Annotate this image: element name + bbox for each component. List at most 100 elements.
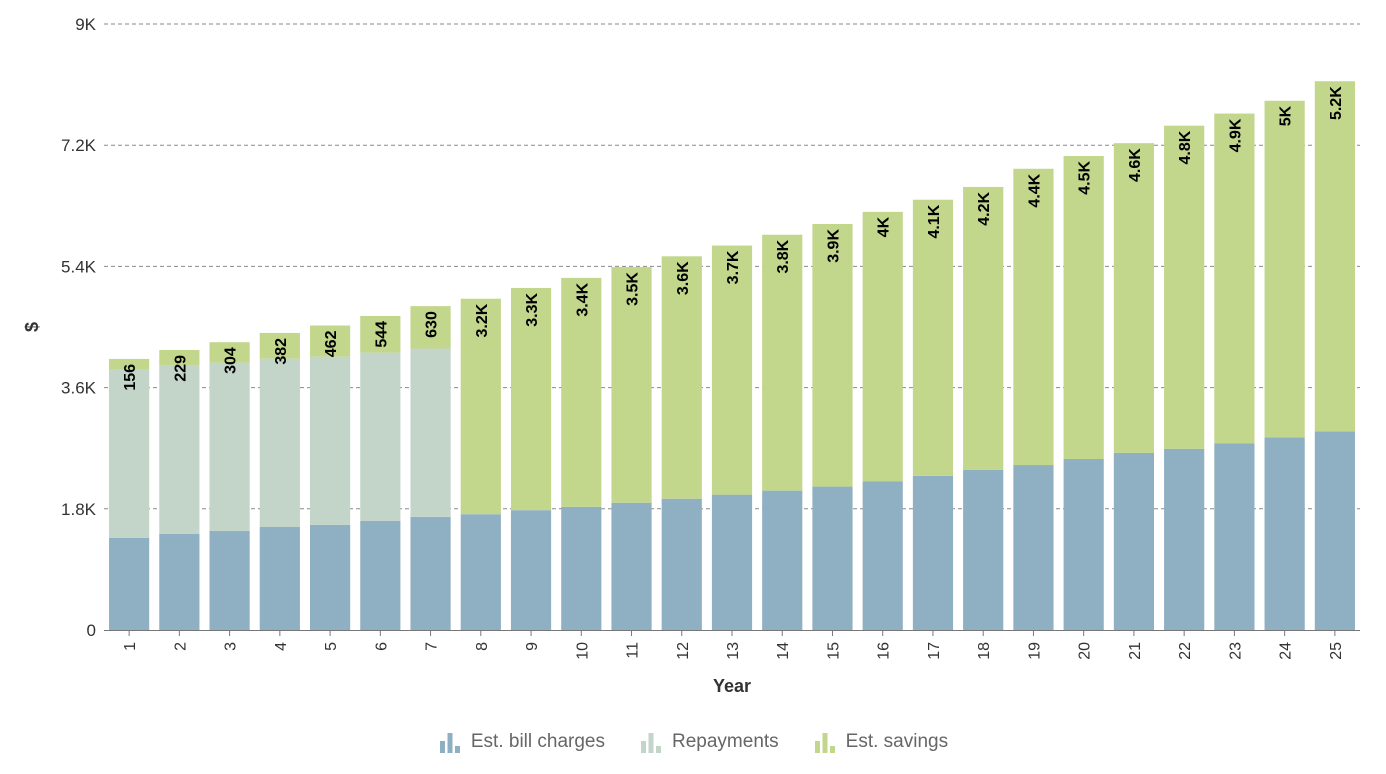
bar-segment xyxy=(1063,458,1104,630)
data-label: 544 xyxy=(373,321,390,348)
y-tick-label: 9K xyxy=(75,15,96,34)
data-label: 4.2K xyxy=(976,192,993,226)
legend-label: Est. savings xyxy=(845,731,949,752)
bar-segment xyxy=(762,234,803,491)
x-tick-label: 21 xyxy=(1127,642,1144,660)
bar-segment xyxy=(711,245,753,495)
y-axis-ticks: 0 1.8K 3.6K 5.4K 7.2K 9K xyxy=(61,15,97,640)
bar-segment xyxy=(1164,125,1205,449)
bar-segment xyxy=(1013,168,1054,466)
data-label: 4.1K xyxy=(926,204,943,238)
data-label: 3.2K xyxy=(474,303,491,337)
bar-segment xyxy=(812,486,853,630)
x-tick-label: 24 xyxy=(1278,642,1295,660)
bar-segment xyxy=(460,298,501,515)
bar-chart-icon xyxy=(814,733,835,753)
x-tick-label: 13 xyxy=(725,642,742,660)
bar-segment xyxy=(912,475,954,630)
x-tick-label: 15 xyxy=(825,642,842,660)
data-label: 4.5K xyxy=(1077,161,1094,195)
bar-segment xyxy=(209,342,250,363)
data-label: 3.7K xyxy=(725,250,742,284)
bar-segment xyxy=(1314,431,1355,630)
bar-segment xyxy=(109,369,150,538)
bar-segment xyxy=(1214,113,1255,444)
legend-label: Est. bill charges xyxy=(470,731,605,752)
bar-segment xyxy=(309,356,351,525)
legend-item[interactable]: Est. savings xyxy=(813,731,948,753)
bar-segment xyxy=(1013,465,1054,630)
bar-segment xyxy=(1063,155,1104,459)
bar-segment xyxy=(109,537,150,630)
bar-segment xyxy=(661,256,702,499)
bar-segment xyxy=(410,516,451,630)
data-label: 4.8K xyxy=(1177,130,1194,164)
bar-segment xyxy=(1214,443,1255,630)
bars xyxy=(109,81,1355,630)
y-tick-label: 3.6K xyxy=(61,379,97,398)
data-label: 382 xyxy=(273,338,290,365)
bar-segment xyxy=(1113,452,1155,630)
bar-segment xyxy=(611,267,652,503)
bar-segment xyxy=(360,315,401,353)
bar-segment xyxy=(410,348,451,517)
bar-segment xyxy=(963,469,1004,630)
x-tick-label: 8 xyxy=(474,642,491,651)
bar-segment xyxy=(1164,448,1205,630)
bar-segment xyxy=(862,211,903,482)
bar-segment xyxy=(711,494,753,630)
x-tick-label: 14 xyxy=(775,642,792,660)
bar-segment xyxy=(360,352,401,521)
x-tick-label: 20 xyxy=(1077,642,1094,660)
bar-segment xyxy=(209,531,250,630)
bar-segment xyxy=(159,349,200,366)
bar-segment xyxy=(410,306,451,349)
bar-segment xyxy=(1314,81,1355,432)
data-label: 462 xyxy=(323,330,340,357)
data-label: 5K xyxy=(1278,105,1295,126)
data-label: 3.3K xyxy=(524,293,541,327)
x-tick-label: 17 xyxy=(926,642,943,660)
bar-segment xyxy=(259,526,300,630)
x-tick-label: 12 xyxy=(675,642,692,660)
x-tick-label: 18 xyxy=(976,642,993,660)
data-label: 156 xyxy=(122,364,139,391)
bar-chart-icon xyxy=(439,733,460,753)
bar-segment xyxy=(109,358,150,370)
bar-segment xyxy=(1264,437,1305,630)
x-tick-label: 5 xyxy=(323,642,340,651)
x-axis-ticks: 1 2 3 4 5 6 7 8 9 10 11 12 13 14 15 16 17 18 19 20 21 22 23 24 2… xyxy=(122,630,1345,660)
legend: Est. bill charges Repayments Est. savings xyxy=(0,728,1386,756)
x-tick-label: 25 xyxy=(1328,642,1345,660)
bar-segment xyxy=(1113,143,1155,453)
bar-segment xyxy=(510,287,552,511)
x-tick-label: 1 xyxy=(122,642,139,651)
bar-segment xyxy=(259,332,300,359)
x-axis-title: Year xyxy=(713,676,751,696)
bar-segment xyxy=(360,520,401,630)
y-axis-title: $ xyxy=(22,322,42,332)
data-label: 4.9K xyxy=(1227,118,1244,152)
bar-segment xyxy=(1264,100,1305,438)
bar-segment xyxy=(460,514,501,630)
data-label: 3.8K xyxy=(775,239,792,273)
legend-item[interactable]: Est. bill charges xyxy=(438,731,605,753)
x-tick-label: 3 xyxy=(223,642,240,651)
legend-item[interactable]: Repayments xyxy=(639,731,779,753)
bar-segment xyxy=(159,533,200,630)
bar-segment xyxy=(510,510,552,630)
y-tick-label: 7.2K xyxy=(61,136,97,155)
bar-segment xyxy=(309,325,351,357)
y-tick-label: 1.8K xyxy=(61,500,97,519)
x-tick-label: 9 xyxy=(524,642,541,651)
data-label: 3.5K xyxy=(625,272,642,306)
x-tick-label: 23 xyxy=(1227,642,1244,660)
bar-segment xyxy=(661,498,702,630)
data-label: 3.4K xyxy=(574,282,591,316)
x-tick-label: 6 xyxy=(373,642,390,651)
x-tick-label: 22 xyxy=(1177,642,1194,660)
legend-label: Repayments xyxy=(672,731,779,752)
bar-segment xyxy=(812,223,853,487)
data-label: 229 xyxy=(172,355,189,382)
y-tick-label: 0 xyxy=(87,621,96,640)
